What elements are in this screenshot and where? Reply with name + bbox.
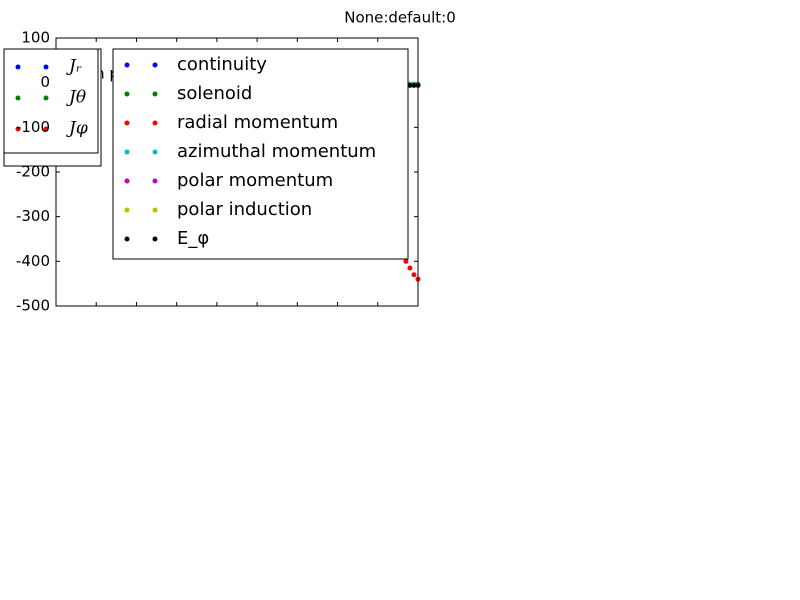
y-tick-label: -100 [16, 118, 50, 136]
y-tick-label: -500 [16, 297, 50, 315]
legend-marker [124, 120, 130, 126]
legend-marker [124, 149, 130, 155]
legend-frame [112, 48, 409, 260]
legend-label: Jφ [66, 119, 88, 139]
y-tick-label: -400 [16, 252, 50, 270]
legend-small: Jᵣ Jθ Jφ [3, 48, 102, 167]
legend-marker [152, 91, 158, 97]
legend-label: E_φ [177, 228, 209, 249]
legend-marker [152, 207, 158, 213]
legend-marker [124, 62, 130, 68]
legend-marker [15, 64, 21, 70]
legend-marker [152, 149, 158, 155]
legend-label: polar induction [177, 199, 312, 220]
legend-marker [43, 64, 49, 70]
legend-marker [15, 95, 21, 101]
chart-title: None:default:0 [344, 9, 456, 27]
legend-label: azimuthal momentum [177, 141, 376, 162]
y-tick-label: -200 [16, 163, 50, 181]
legend-label: solenoid [177, 83, 252, 104]
legend-marker [43, 126, 49, 132]
y-tick-label: 0 [40, 73, 50, 91]
axes-frame [55, 37, 419, 307]
legend-marker [124, 91, 130, 97]
data-point [403, 258, 409, 264]
data-point [407, 265, 413, 271]
data-point [411, 272, 417, 278]
legend-marker [152, 62, 158, 68]
legend-label: continuity [177, 54, 267, 75]
y-tick-label: -300 [16, 207, 50, 225]
data-point [411, 82, 417, 88]
legend-label: Jᵣ [66, 57, 82, 77]
legend-marker [124, 178, 130, 184]
legend-label: polar momentum [177, 170, 333, 191]
legend-marker [124, 236, 130, 242]
legend-marker [152, 178, 158, 184]
legend-marker [152, 236, 158, 242]
legend-marker [124, 207, 130, 213]
legend: continuity solenoid radial momentum azimuth… [112, 48, 409, 260]
legend-label: Jθ [66, 88, 86, 108]
data-point [407, 82, 413, 88]
legend-marker [15, 126, 21, 132]
legend-marker [43, 95, 49, 101]
y-tick-label: 100 [21, 29, 50, 47]
legend-marker [152, 120, 158, 126]
legend-label: radial momentum [177, 112, 338, 133]
